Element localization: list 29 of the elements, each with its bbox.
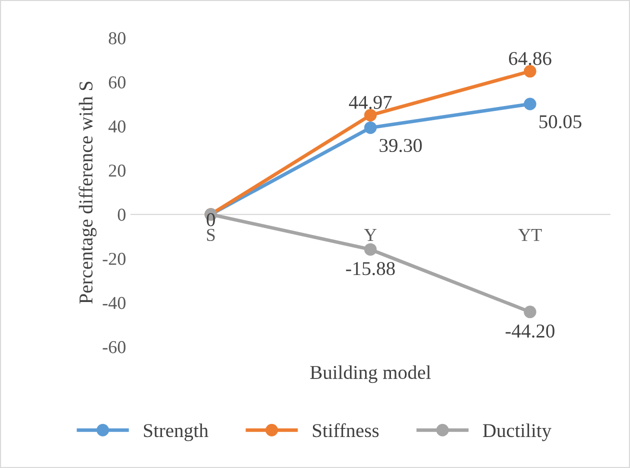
data-label: 44.97 bbox=[348, 96, 392, 110]
y-tick-label: 20 bbox=[108, 164, 126, 177]
y-tick-label: -40 bbox=[102, 296, 126, 310]
legend-label: Strength bbox=[144, 423, 208, 442]
point bbox=[524, 306, 536, 318]
legend-label: Stiffness bbox=[312, 423, 379, 438]
point bbox=[524, 65, 536, 78]
data-label: 64.86 bbox=[509, 52, 552, 66]
data-label: -44.20 bbox=[506, 324, 554, 338]
y-tick-label: 80 bbox=[108, 32, 126, 44]
point bbox=[524, 98, 536, 110]
data-label: 0 bbox=[206, 213, 215, 226]
point bbox=[364, 121, 377, 134]
y-axis-title: Percentage difference with S bbox=[78, 82, 97, 304]
data-label: 50.05 bbox=[540, 115, 582, 128]
y-tick-label: 0 bbox=[118, 208, 126, 221]
x-axis-title: Building model bbox=[310, 365, 431, 384]
y-tick-label: -20 bbox=[102, 252, 126, 265]
y-tick-label: 40 bbox=[108, 120, 126, 133]
point bbox=[364, 243, 377, 256]
legend-label: Ductility bbox=[482, 423, 552, 442]
data-label: -15.88 bbox=[346, 262, 395, 276]
point bbox=[364, 108, 377, 122]
y-tick-label: -60 bbox=[102, 341, 126, 354]
x-tick-label: Y bbox=[364, 229, 376, 241]
y-tick-label: 60 bbox=[108, 76, 126, 88]
x-tick-label: S bbox=[207, 228, 215, 242]
data-label: 39.30 bbox=[380, 138, 422, 152]
x-tick-label: YT bbox=[518, 229, 542, 241]
